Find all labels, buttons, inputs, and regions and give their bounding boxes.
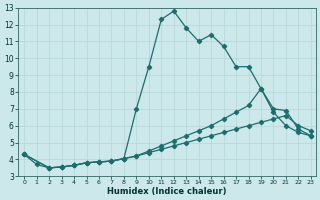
X-axis label: Humidex (Indice chaleur): Humidex (Indice chaleur) (107, 187, 227, 196)
